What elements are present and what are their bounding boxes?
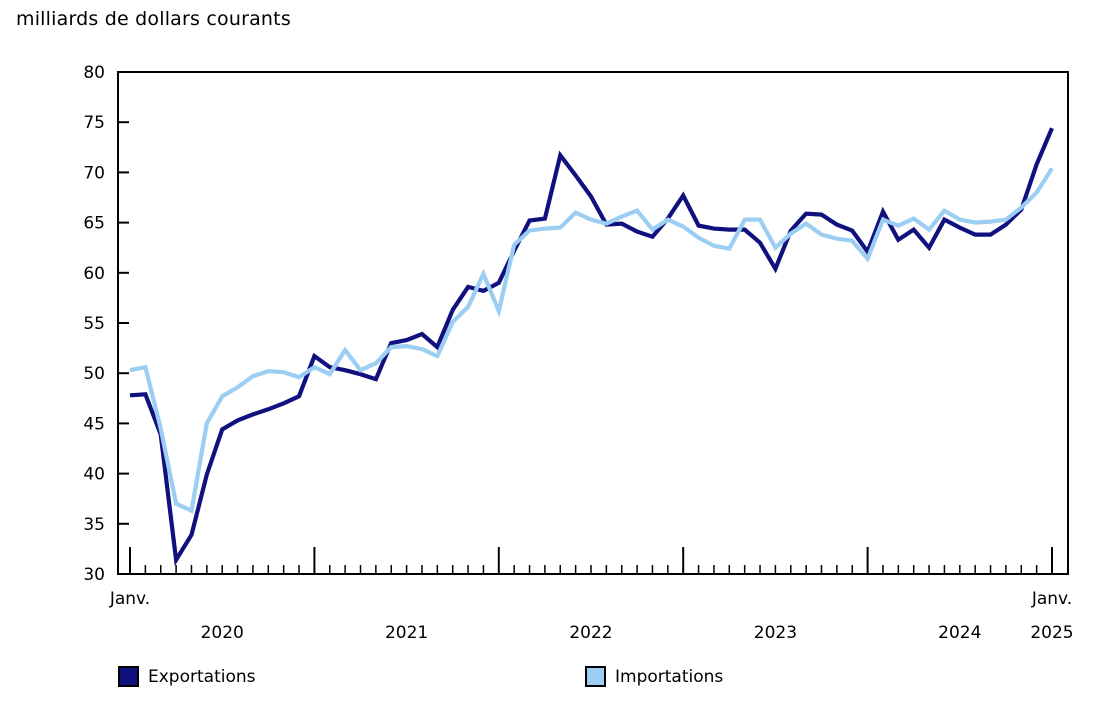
y-axis-tick-label: 40 <box>83 465 105 485</box>
y-axis-tick-label: 80 <box>83 63 105 83</box>
importations-swatch <box>585 666 606 687</box>
y-axis-tick-label: 35 <box>83 515 105 535</box>
y-axis-tick-label: 50 <box>83 364 105 384</box>
y-axis-tick-label: 70 <box>83 163 105 183</box>
y-axis-tick-label: 75 <box>83 113 105 133</box>
trade-line-chart: 30 35 40 45 50 55 60 65 70 75 80 Janv. Janv. 2020 2021… <box>83 63 1073 643</box>
y-axis-tick-label: 55 <box>83 314 105 334</box>
x-axis-start-janv-label: Janv. <box>109 589 150 609</box>
exportations-label: Exportations <box>148 666 256 687</box>
x-axis-year-label: 2023 <box>754 623 797 643</box>
x-axis-year-label: 2025 <box>1030 623 1073 643</box>
y-axis-tick-label: 45 <box>83 414 105 434</box>
x-axis-year-label: 2024 <box>938 623 981 643</box>
x-axis-end-janv-label: Janv. <box>1031 589 1072 609</box>
legend-item-importations: Importations <box>585 666 723 687</box>
series-line-exportations <box>129 127 1054 567</box>
x-axis-year-label: 2022 <box>569 623 612 643</box>
legend-item-exportations: Exportations <box>118 666 256 687</box>
importations-label: Importations <box>615 666 724 687</box>
x-axis-year-label: 2020 <box>201 623 244 643</box>
y-axis-tick-label: 30 <box>83 565 105 585</box>
chart-title: milliards de dollars courants <box>16 8 291 30</box>
y-axis-tick-label: 60 <box>83 264 105 284</box>
series-line-importations <box>129 167 1054 514</box>
plot-frame <box>117 71 1069 575</box>
x-axis-year-label: 2021 <box>385 623 428 643</box>
exportations-swatch <box>118 666 139 687</box>
y-axis-tick-label: 65 <box>83 214 105 234</box>
chart-legend: Exportations Importations <box>0 666 1105 696</box>
